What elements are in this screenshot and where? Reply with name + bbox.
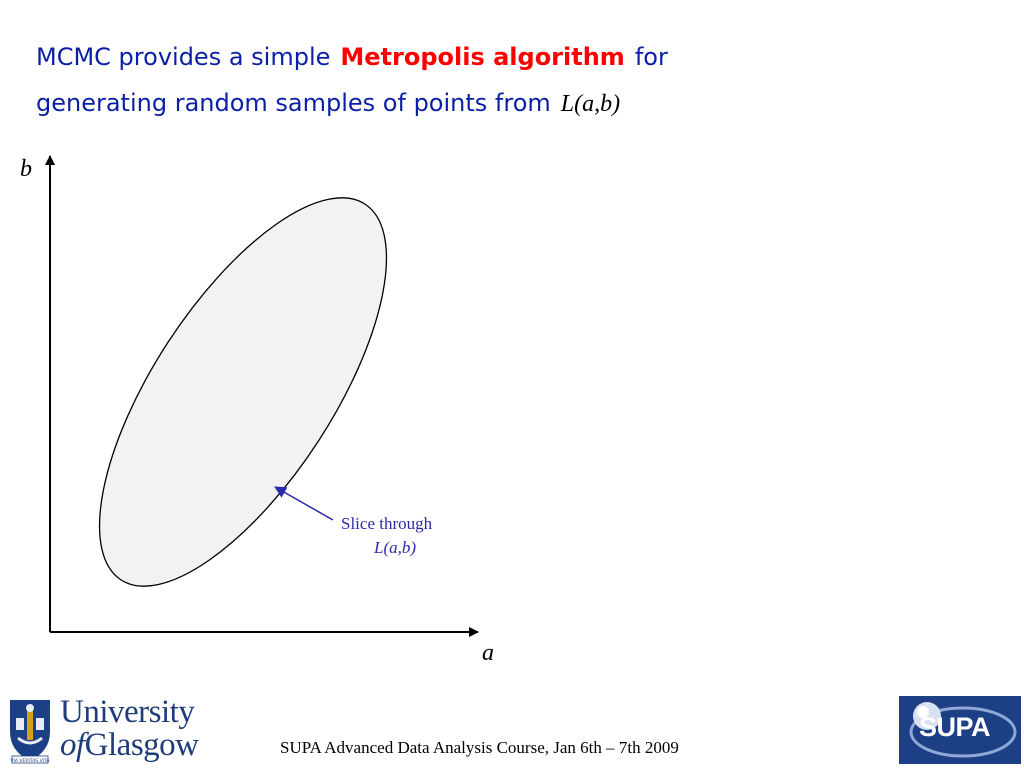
heading-line1-post: for (634, 43, 668, 71)
heading-line-2: generating random samples of points from… (36, 80, 756, 127)
heading-line2-pre: generating random samples of points from (36, 89, 551, 117)
university-line-2: ofGlasgow (60, 729, 199, 762)
slide-heading: MCMC provides a simple Metropolis algorit… (36, 34, 756, 127)
supa-orbit-icon (909, 702, 1017, 758)
annotation-line-2: L(a,b) (373, 538, 416, 557)
university-logo-text: University ofGlasgow (60, 696, 199, 762)
x-axis-label: a (482, 640, 494, 666)
likelihood-slice-ellipse (98, 197, 388, 587)
supa-logo-text: SUPA (919, 712, 991, 742)
y-axis-label: b (20, 156, 32, 182)
annotation-arrow (274, 486, 334, 521)
university-crest-icon: VIA VERITAS VITA (10, 700, 51, 764)
annotation-line-1: Slice through (341, 514, 433, 533)
university-glasgow: Glasgow (84, 727, 199, 763)
university-of: of (60, 727, 85, 763)
footer-course-text: SUPA Advanced Data Analysis Course, Jan … (280, 738, 679, 757)
heading-line-1: MCMC provides a simple Metropolis algorit… (36, 34, 756, 80)
heading-line1-pre: MCMC provides a simple (36, 43, 331, 71)
supa-logo: SUPA (899, 696, 1021, 764)
heading-math-expr: L(a,b) (560, 91, 621, 117)
heading-highlight: Metropolis algorithm (340, 43, 625, 71)
crest-motto: VIA VERITAS VITA (11, 758, 51, 764)
university-line-1: University (60, 694, 195, 730)
